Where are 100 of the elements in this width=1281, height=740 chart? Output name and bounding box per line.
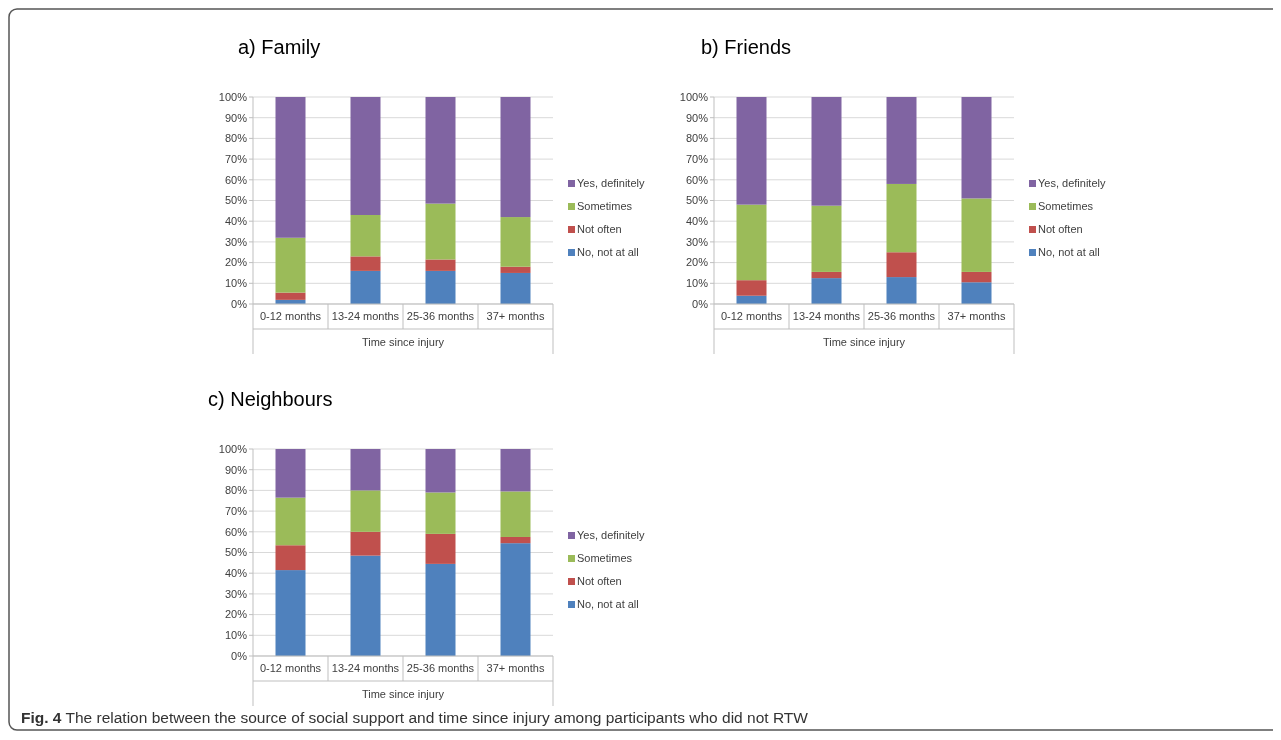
y-tick-label: 50% — [685, 194, 709, 207]
bar — [886, 97, 917, 184]
y-tick-label: 80% — [224, 132, 248, 145]
y-tick-label: 0% — [231, 649, 248, 662]
y-tick-label: 100% — [218, 442, 248, 455]
legend-label: Not often — [1038, 223, 1083, 235]
legend-label: Not often — [577, 575, 622, 587]
y-tick-label: 100% — [218, 90, 248, 103]
y-tick-label: 100% — [679, 90, 709, 103]
caption: Fig. 4 The relation between the source of social support and time since injury among participants who did not RTW — [21, 709, 809, 726]
y-tick-label: 90% — [224, 111, 248, 124]
bar — [961, 282, 992, 304]
bar — [425, 563, 456, 656]
y-tick-label: 70% — [224, 152, 248, 165]
bar — [425, 259, 456, 271]
x-axis-title: Time since injury — [361, 688, 445, 700]
x-tick-label: 37+ months — [947, 310, 1006, 322]
bar — [425, 492, 456, 534]
x-tick-label: 13-24 months — [331, 662, 400, 674]
y-tick-label: 10% — [224, 629, 248, 642]
bar — [500, 491, 531, 537]
bar — [350, 555, 381, 656]
bar — [350, 256, 381, 271]
bar — [500, 543, 531, 656]
legend-label: Yes, definitely — [1038, 177, 1106, 189]
bar — [350, 449, 381, 491]
bar — [811, 271, 842, 279]
y-tick-label: 30% — [685, 235, 709, 248]
bar — [811, 205, 842, 272]
x-tick-label: 25-36 months — [406, 662, 475, 674]
bar — [350, 97, 381, 215]
y-tick-label: 0% — [692, 297, 709, 310]
bar — [275, 545, 306, 571]
bar — [500, 97, 531, 218]
bar — [425, 97, 456, 204]
bar — [736, 97, 767, 205]
y-tick-label: 40% — [224, 567, 248, 580]
x-axis-title: Time since injury — [361, 336, 445, 348]
y-tick-label: 50% — [224, 546, 248, 559]
y-tick-label: 70% — [224, 504, 248, 517]
bar — [811, 97, 842, 206]
y-tick-label: 30% — [224, 587, 248, 600]
bar — [500, 536, 531, 544]
bar — [961, 271, 992, 283]
legend-label: Yes, definitely — [577, 177, 645, 189]
chart-title: a) Family — [238, 36, 321, 58]
bar — [425, 533, 456, 564]
y-tick-label: 20% — [224, 256, 248, 269]
legend-label: No, not at all — [577, 598, 639, 610]
bar — [736, 280, 767, 296]
y-tick-label: 20% — [685, 256, 709, 269]
x-tick-label: 25-36 months — [867, 310, 936, 322]
bar — [500, 272, 531, 304]
bar — [811, 278, 842, 304]
x-tick-label: 0-12 months — [259, 662, 322, 674]
y-tick-label: 50% — [224, 194, 248, 207]
y-tick-label: 60% — [224, 525, 248, 538]
y-tick-label: 10% — [224, 277, 248, 290]
x-tick-label: 0-12 months — [259, 310, 322, 322]
y-tick-label: 70% — [685, 152, 709, 165]
y-tick-label: 60% — [224, 173, 248, 186]
legend-label: Sometimes — [577, 200, 633, 212]
x-tick-label: 13-24 months — [792, 310, 861, 322]
legend-label: No, not at all — [577, 246, 639, 258]
bar — [350, 270, 381, 304]
bar — [425, 449, 456, 493]
bar — [425, 270, 456, 304]
bar — [500, 266, 531, 273]
x-tick-label: 13-24 months — [331, 310, 400, 322]
x-tick-label: 37+ months — [486, 310, 545, 322]
bar — [500, 217, 531, 267]
x-axis-title: Time since injury — [822, 336, 906, 348]
bar — [425, 203, 456, 260]
chart-title: c) Neighbours — [208, 388, 333, 410]
legend-label: Sometimes — [577, 552, 633, 564]
legend-label: Not often — [577, 223, 622, 235]
bar — [961, 198, 992, 272]
bar — [886, 183, 917, 253]
bar — [275, 497, 306, 546]
y-tick-label: 30% — [224, 235, 248, 248]
y-tick-label: 20% — [224, 608, 248, 621]
chart-title: b) Friends — [701, 36, 792, 58]
bar — [886, 277, 917, 304]
bar — [275, 570, 306, 656]
y-tick-label: 10% — [685, 277, 709, 290]
y-tick-label: 80% — [685, 132, 709, 145]
bar — [350, 490, 381, 532]
bar — [736, 204, 767, 281]
bar — [275, 449, 306, 498]
bar — [275, 292, 306, 300]
y-tick-label: 90% — [224, 463, 248, 476]
legend-label: Sometimes — [1038, 200, 1094, 212]
y-tick-label: 40% — [224, 215, 248, 228]
bar — [500, 449, 531, 492]
bar — [350, 531, 381, 556]
x-tick-label: 25-36 months — [406, 310, 475, 322]
bar — [350, 214, 381, 257]
bar — [886, 252, 917, 278]
bar — [275, 237, 306, 293]
y-tick-label: 80% — [224, 484, 248, 497]
